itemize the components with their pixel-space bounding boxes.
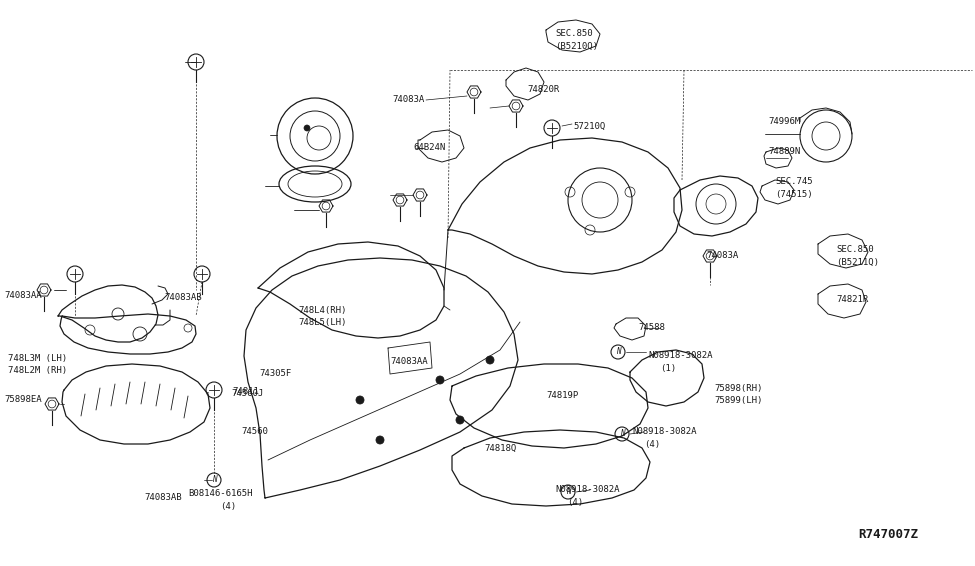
Circle shape (456, 416, 464, 424)
Text: 74083AA: 74083AA (390, 358, 428, 367)
Text: SEC.850: SEC.850 (555, 29, 593, 38)
Text: 75899(LH): 75899(LH) (714, 396, 762, 405)
Text: 74083A: 74083A (393, 96, 425, 105)
Text: (4): (4) (644, 440, 660, 448)
Text: B08146-6165H: B08146-6165H (188, 490, 253, 499)
Text: 74819P: 74819P (546, 392, 578, 401)
Text: 74305F: 74305F (259, 370, 292, 379)
Text: 74588: 74588 (638, 324, 665, 332)
Text: 748L3M (LH): 748L3M (LH) (8, 354, 67, 362)
Text: 748L2M (RH): 748L2M (RH) (8, 366, 67, 375)
Text: (1): (1) (660, 363, 676, 372)
Text: N08918-3082A: N08918-3082A (632, 427, 696, 436)
Text: 74083AB: 74083AB (165, 294, 202, 302)
Text: N08918-3082A: N08918-3082A (555, 486, 619, 495)
Circle shape (436, 376, 444, 384)
Text: 57210Q: 57210Q (573, 122, 605, 131)
Circle shape (376, 436, 384, 444)
Text: 74821R: 74821R (836, 295, 869, 305)
Circle shape (486, 356, 494, 364)
Text: N08918-3082A: N08918-3082A (648, 350, 713, 359)
Text: N: N (212, 475, 216, 484)
Text: (4): (4) (220, 501, 236, 511)
Text: 74560J: 74560J (232, 389, 264, 398)
Text: N: N (620, 430, 624, 439)
Text: 74996M: 74996M (768, 118, 800, 126)
Text: N: N (566, 487, 570, 496)
Text: SEC.850: SEC.850 (836, 246, 874, 255)
Text: R747007Z: R747007Z (858, 528, 918, 541)
Circle shape (356, 396, 364, 404)
Text: (4): (4) (567, 498, 583, 507)
Circle shape (304, 125, 310, 131)
Text: 74818Q: 74818Q (484, 444, 516, 452)
Text: (74515): (74515) (775, 190, 812, 199)
Text: 75898(RH): 75898(RH) (714, 384, 762, 392)
Text: 74889N: 74889N (768, 148, 800, 157)
Text: 74811: 74811 (232, 388, 259, 397)
Text: N: N (615, 348, 620, 357)
Text: 74560: 74560 (241, 427, 268, 436)
Text: (B5211Q): (B5211Q) (836, 258, 879, 267)
Text: 74820R: 74820R (527, 85, 560, 95)
Text: 74083AB: 74083AB (144, 494, 182, 503)
Text: SEC.745: SEC.745 (775, 178, 812, 187)
Text: 74083A: 74083A (706, 251, 738, 260)
Text: 75898EA: 75898EA (4, 396, 42, 405)
Text: 748L4(RH): 748L4(RH) (298, 306, 346, 315)
Text: 74083AA: 74083AA (4, 291, 42, 301)
Text: 748L5(LH): 748L5(LH) (298, 318, 346, 327)
Text: (B5210Q): (B5210Q) (555, 41, 598, 50)
Text: 64B24N: 64B24N (413, 144, 446, 152)
